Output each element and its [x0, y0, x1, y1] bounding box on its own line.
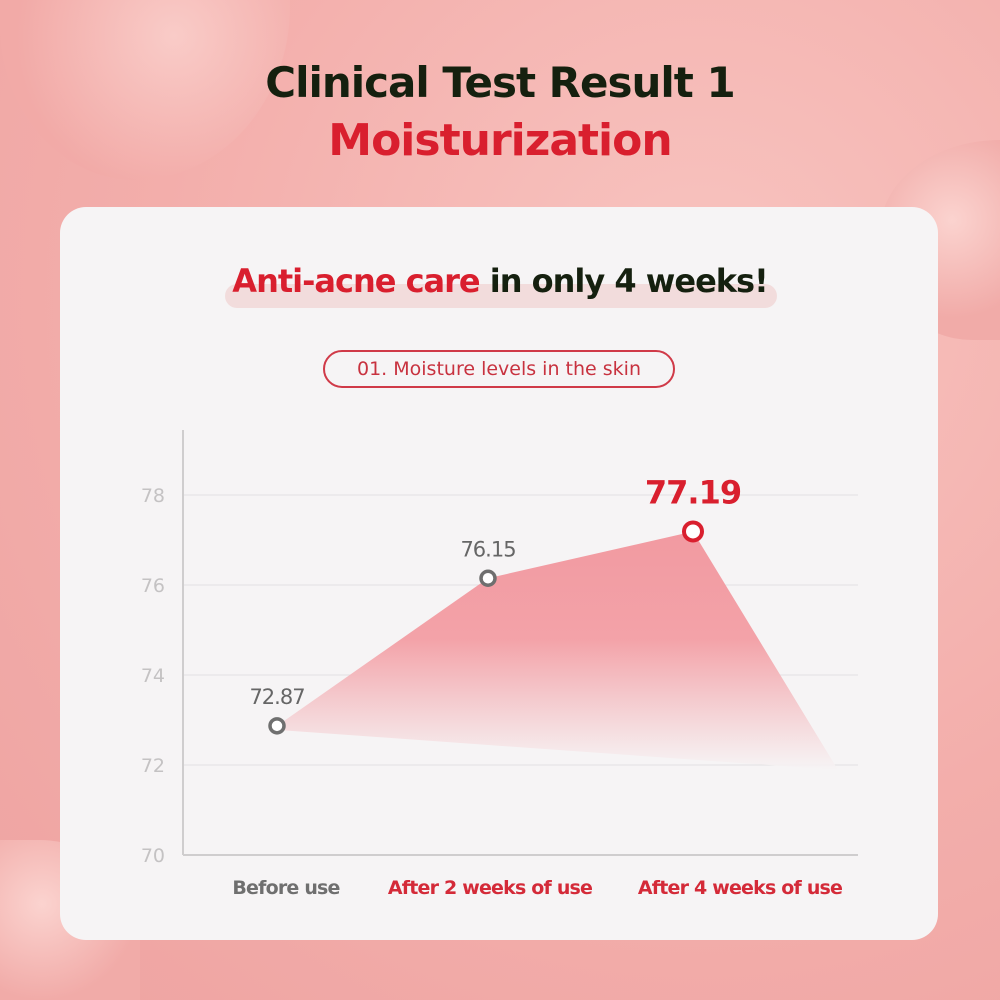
chart-card — [60, 207, 938, 940]
x-category-label: Before use — [232, 877, 339, 899]
data-label: 76.15 — [460, 537, 515, 561]
page-title: Clinical Test Result 1 — [265, 58, 735, 107]
headline: Anti-acne care in only 4 weeks! — [0, 262, 1000, 300]
chart-badge: 01. Moisture levels in the skin — [323, 350, 675, 388]
y-tick-label: 74 — [141, 665, 165, 687]
data-point-marker — [682, 520, 704, 543]
data-label: 72.87 — [249, 685, 304, 709]
data-point-marker — [479, 569, 497, 587]
y-tick-label: 70 — [141, 845, 165, 867]
y-tick-label: 72 — [141, 755, 165, 777]
data-label: 77.19 — [645, 473, 741, 511]
y-tick-label: 76 — [141, 575, 165, 597]
area-series — [277, 531, 838, 770]
headline-highlight-text: Anti-acne care — [232, 262, 480, 300]
data-point-marker — [268, 717, 286, 735]
x-category-label: After 2 weeks of use — [388, 877, 592, 899]
y-tick-label: 78 — [141, 485, 165, 507]
headline-highlight — [225, 284, 777, 308]
headline-rest-text: in only 4 weeks! — [489, 262, 769, 300]
x-category-label: After 4 weeks of use — [638, 877, 842, 899]
page-subtitle: Moisturization — [328, 115, 672, 166]
